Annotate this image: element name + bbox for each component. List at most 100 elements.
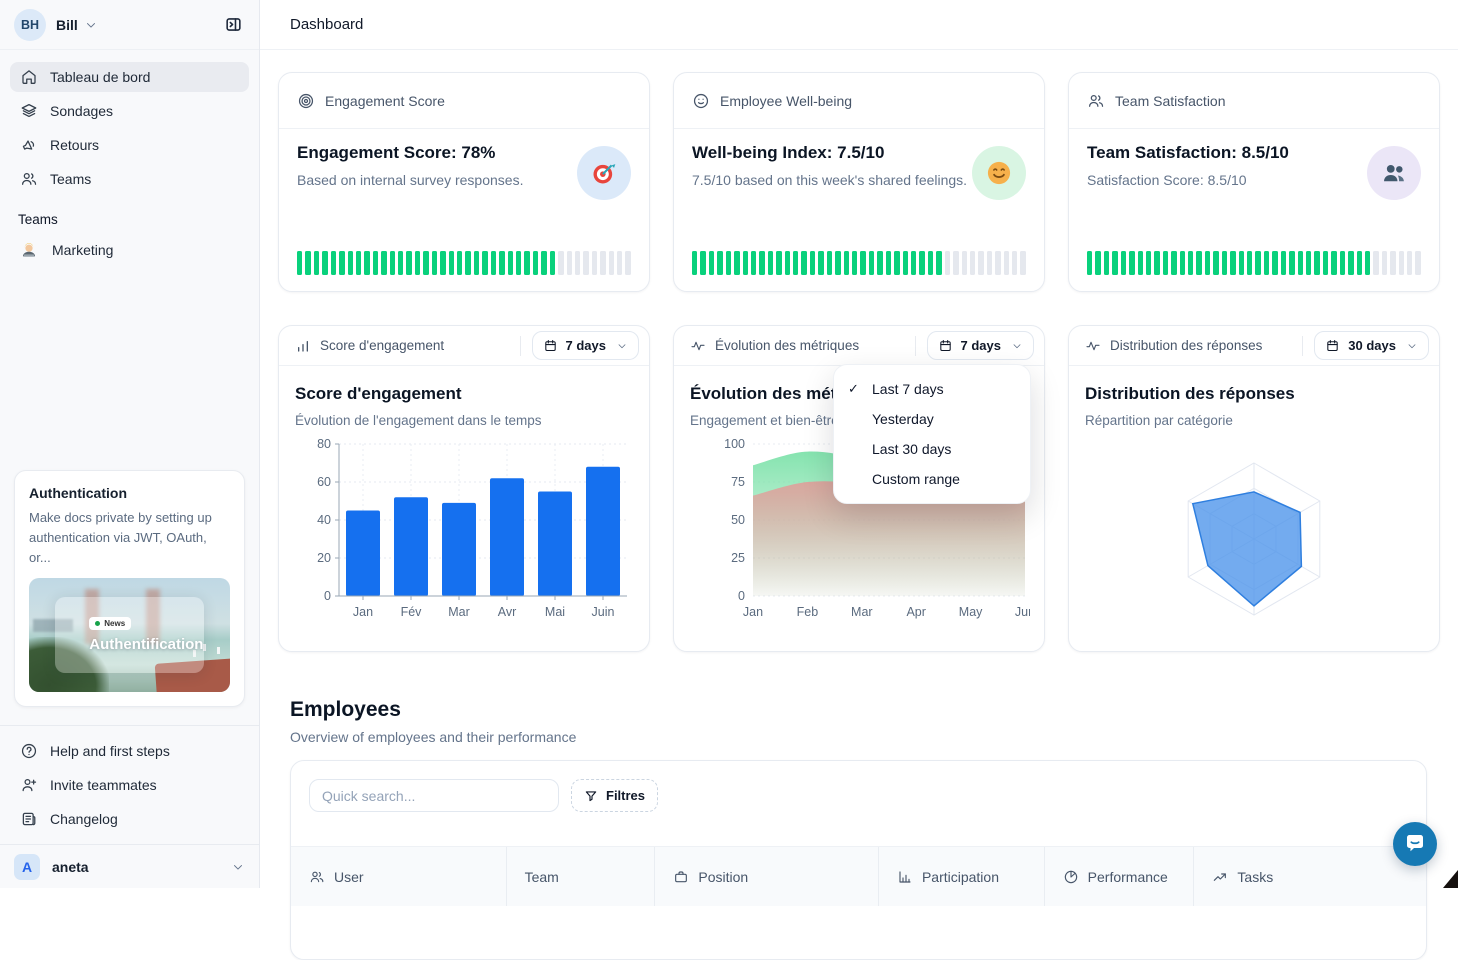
menu-item-last-30-days[interactable]: Last 30 days: [834, 434, 1030, 464]
menu-item-custom-range[interactable]: Custom range: [834, 464, 1030, 494]
date-range-button[interactable]: 7 days: [926, 331, 1034, 360]
promo-image-title: Authentification: [89, 635, 204, 653]
filters-button[interactable]: Filtres: [571, 779, 659, 812]
changelog-icon: [20, 810, 38, 828]
sidebar: BH Bill Tableau de bord Sondages Retours…: [0, 0, 260, 888]
chart-subtitle: Répartition par catégorie: [1085, 413, 1233, 428]
chat-bubble-icon: [1403, 831, 1427, 858]
column-header-position[interactable]: Position: [655, 847, 879, 906]
date-range-label: 30 days: [1348, 338, 1396, 353]
busts-emoji-icon: [1367, 146, 1421, 200]
search-input[interactable]: [309, 779, 559, 812]
date-range-label: 7 days: [565, 338, 606, 353]
sidebar-collapse-button[interactable]: [220, 11, 247, 38]
stat-card-header-label: Engagement Score: [325, 92, 445, 109]
employees-toolbar: Filtres: [291, 761, 1426, 830]
sidebar-item-marketing[interactable]: Marketing: [10, 235, 249, 265]
svg-text:Mar: Mar: [851, 605, 873, 619]
user-plus-icon: [20, 776, 38, 794]
column-header-user[interactable]: User: [291, 847, 507, 906]
svg-text:Jan: Jan: [743, 605, 763, 619]
users-icon: [20, 170, 38, 188]
briefcase-icon: [673, 869, 689, 885]
column-header-team[interactable]: Team: [507, 847, 656, 906]
response-distribution-chart-card: Distribution des réponses 30 days Distri…: [1068, 325, 1440, 652]
foliage: [29, 637, 110, 692]
engagement-score-card: Engagement Score Engagement Score: 78% B…: [278, 72, 650, 292]
user-name[interactable]: Bill: [56, 16, 78, 33]
home-icon: [20, 68, 38, 86]
chart-subtitle: Engagement et bien-être: [690, 413, 839, 428]
bridge-tower: [145, 589, 160, 645]
sidebar-footer-nav: Help and first steps Invite teammates Ch…: [0, 725, 259, 844]
employees-section-title: Employees: [290, 698, 401, 721]
svg-text:25: 25: [731, 551, 745, 565]
users-icon: [309, 869, 325, 885]
calendar-icon: [1325, 338, 1340, 353]
sidebar-item-dashboard[interactable]: Tableau de bord: [10, 62, 249, 92]
user-avatar[interactable]: BH: [14, 8, 46, 41]
teams-section-label: Teams: [18, 212, 58, 227]
column-header-participation[interactable]: Participation: [879, 847, 1045, 906]
workspace-switcher[interactable]: A aneta: [0, 844, 259, 888]
sidebar-item-invite[interactable]: Invite teammates: [10, 770, 249, 800]
sidebar-item-label: Sondages: [50, 103, 114, 119]
dart-emoji-icon: [577, 146, 631, 200]
svg-text:Mar: Mar: [448, 605, 470, 619]
menu-item-label: Yesterday: [872, 411, 934, 427]
target-icon: [297, 92, 315, 110]
sidebar-item-label: Teams: [50, 171, 92, 187]
promo-image-overlay: News Authentification: [55, 597, 204, 673]
column-header-label: Performance: [1087, 868, 1168, 885]
column-header-label: User: [334, 868, 364, 885]
chart-card-label: Évolution des métriques: [715, 338, 860, 353]
bar-chart: 0 20 40 60 80 Jan Fév Mar Avr Mai Juin: [317, 437, 627, 619]
employees-table-card: Filtres User Team Position Participation…: [290, 760, 1427, 960]
svg-text:100: 100: [724, 437, 745, 451]
svg-text:50: 50: [731, 513, 745, 527]
table-header-row: User Team Position Participation Perform…: [291, 846, 1426, 906]
stat-subtitle: Satisfaction Score: 8.5/10: [1087, 172, 1247, 188]
date-range-button[interactable]: 30 days: [1314, 331, 1429, 360]
stat-subtitle: Based on internal survey responses.: [297, 172, 524, 188]
column-header-label: Position: [698, 868, 749, 885]
news-badge: News: [89, 616, 132, 630]
sidebar-item-label: Marketing: [52, 242, 114, 258]
workspace-avatar: A: [14, 853, 40, 880]
page-header: Dashboard: [260, 0, 1458, 50]
team-satisfaction-card: Team Satisfaction Team Satisfaction: 8.5…: [1068, 72, 1440, 292]
sidebar-item-changelog[interactable]: Changelog: [10, 804, 249, 834]
menu-item-last-7-days[interactable]: ✓ Last 7 days: [834, 374, 1030, 404]
column-header-performance[interactable]: Performance: [1045, 847, 1195, 906]
column-header-tasks[interactable]: Tasks: [1194, 847, 1426, 906]
main-content: Dashboard Engagement Score Engagement Sc…: [260, 0, 1458, 960]
sidebar-item-help[interactable]: Help and first steps: [10, 736, 249, 766]
progress-bar: [297, 251, 631, 275]
date-range-button[interactable]: 7 days: [531, 331, 639, 360]
progress-bar: [1087, 251, 1421, 275]
help-circle-icon: [20, 742, 38, 760]
svg-text:0: 0: [738, 589, 745, 603]
radar-chart: [1187, 462, 1321, 616]
chat-button[interactable]: [1393, 822, 1437, 866]
chevron-down-icon[interactable]: [84, 18, 98, 32]
funnel-icon: [584, 789, 598, 803]
menu-item-yesterday[interactable]: Yesterday: [834, 404, 1030, 434]
sidebar-item-label: Help and first steps: [50, 743, 170, 759]
svg-text:Avr: Avr: [498, 605, 517, 619]
svg-text:80: 80: [317, 437, 331, 451]
chart-card-label: Score d'engagement: [320, 338, 445, 353]
column-header-label: Tasks: [1237, 868, 1274, 885]
sidebar-item-surveys[interactable]: Sondages: [10, 96, 249, 126]
trend-up-icon: [1212, 869, 1228, 885]
svg-text:Jan: Jan: [353, 605, 373, 619]
promo-body: Make docs private by setting up authenti…: [29, 509, 212, 565]
activity-pulse-icon: [1085, 338, 1101, 354]
megaphone-icon: [20, 136, 38, 154]
promo-card[interactable]: Authentication Make docs private by sett…: [14, 469, 245, 707]
sidebar-item-feedback[interactable]: Retours: [10, 130, 249, 160]
sidebar-item-teams[interactable]: Teams: [10, 164, 249, 194]
column-header-label: Team: [524, 868, 559, 885]
progress-bar: [692, 251, 1026, 275]
sailboats: [202, 644, 206, 652]
